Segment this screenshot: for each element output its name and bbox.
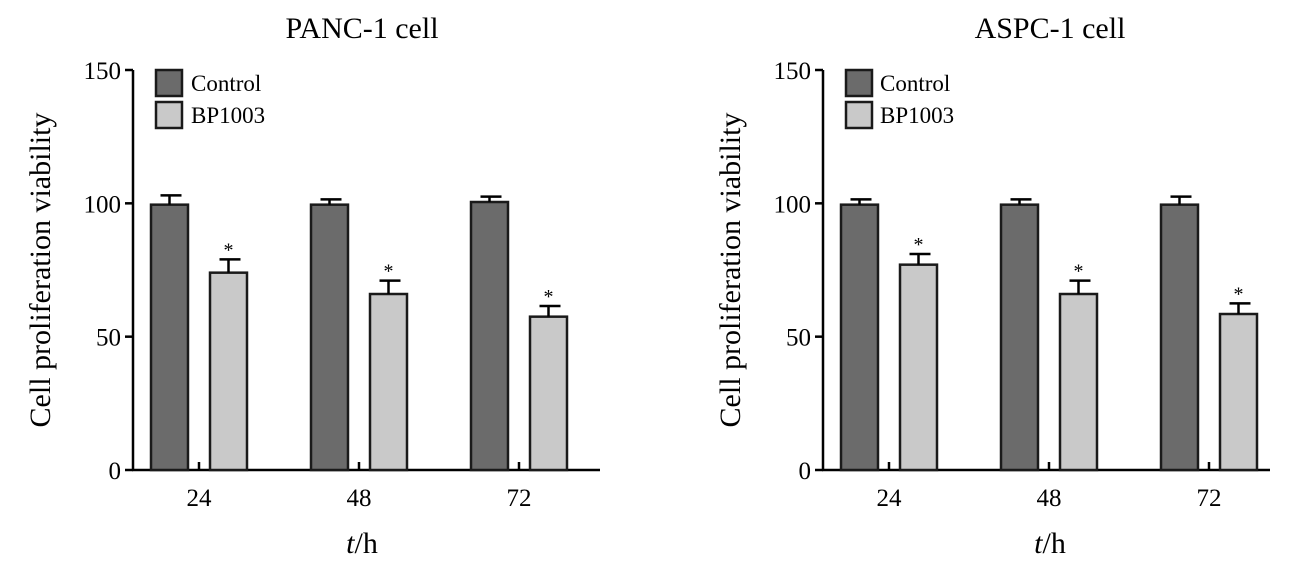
bar-bp1003 <box>1058 292 1099 472</box>
bar-control <box>1159 203 1200 472</box>
x-axis-label: t/h <box>1034 527 1066 560</box>
chart-title: ASPC-1 cell <box>975 12 1126 45</box>
x-tick-label: 72 <box>507 485 532 512</box>
x-tick-label: 24 <box>187 485 213 512</box>
significance-mark: * <box>914 234 924 256</box>
panel-aspc1: ASPC-1 cell Cell proliferation viability 0… <box>714 12 1270 560</box>
chart-title: PANC-1 cell <box>285 12 438 45</box>
legend-label-bp1003: BP1003 <box>880 103 954 128</box>
y-tick-label: 50 <box>786 325 811 352</box>
bar-control <box>149 203 190 472</box>
legend-label-bp1003: BP1003 <box>191 103 265 128</box>
bar-bp1003 <box>208 271 249 472</box>
significance-mark: * <box>1234 283 1244 305</box>
y-tick-label: 0 <box>109 458 122 485</box>
x-tick-label: 72 <box>1197 485 1222 512</box>
bar-bp1003 <box>1218 312 1259 472</box>
bar-bp1003 <box>528 315 569 472</box>
x-axis-label-unit: /h <box>355 527 378 560</box>
x-axis-label-var: t <box>346 527 355 560</box>
x-axis-label-unit: /h <box>1043 527 1066 560</box>
significance-mark: * <box>384 261 394 283</box>
x-tick-label: 24 <box>877 485 903 512</box>
panel-panc1: PANC-1 cell Cell proliferation viability 0… <box>24 12 600 560</box>
significance-mark: * <box>1074 261 1084 283</box>
significance-mark: * <box>544 286 554 308</box>
bar-bp1003 <box>368 292 409 472</box>
y-axis-label: Cell proliferation viability <box>714 113 747 428</box>
y-tick-label: 150 <box>774 58 812 85</box>
bar-control <box>309 203 350 472</box>
y-tick-label: 0 <box>799 458 812 485</box>
y-tick-label: 100 <box>84 191 122 218</box>
bar-control <box>469 200 510 472</box>
y-tick-label: 100 <box>774 191 812 218</box>
x-axis-label-var: t <box>1034 527 1043 560</box>
bar-control <box>839 203 880 472</box>
bar-bp1003 <box>898 263 939 472</box>
y-axis-label: Cell proliferation viability <box>24 113 57 428</box>
legend-swatch-bp1003 <box>844 100 874 130</box>
y-tick-label: 150 <box>84 58 122 85</box>
bar-control <box>999 203 1040 472</box>
legend-swatch-control <box>844 68 874 98</box>
legend-label-control: Control <box>191 71 261 96</box>
legend-label-control: Control <box>880 71 950 96</box>
x-tick-label: 48 <box>1037 485 1062 512</box>
x-axis-label: t/h <box>346 527 378 560</box>
x-tick-label: 48 <box>347 485 372 512</box>
legend-swatch-bp1003 <box>154 100 184 130</box>
y-tick-label: 50 <box>96 325 121 352</box>
significance-mark: * <box>224 239 234 261</box>
legend-swatch-control <box>154 68 184 98</box>
